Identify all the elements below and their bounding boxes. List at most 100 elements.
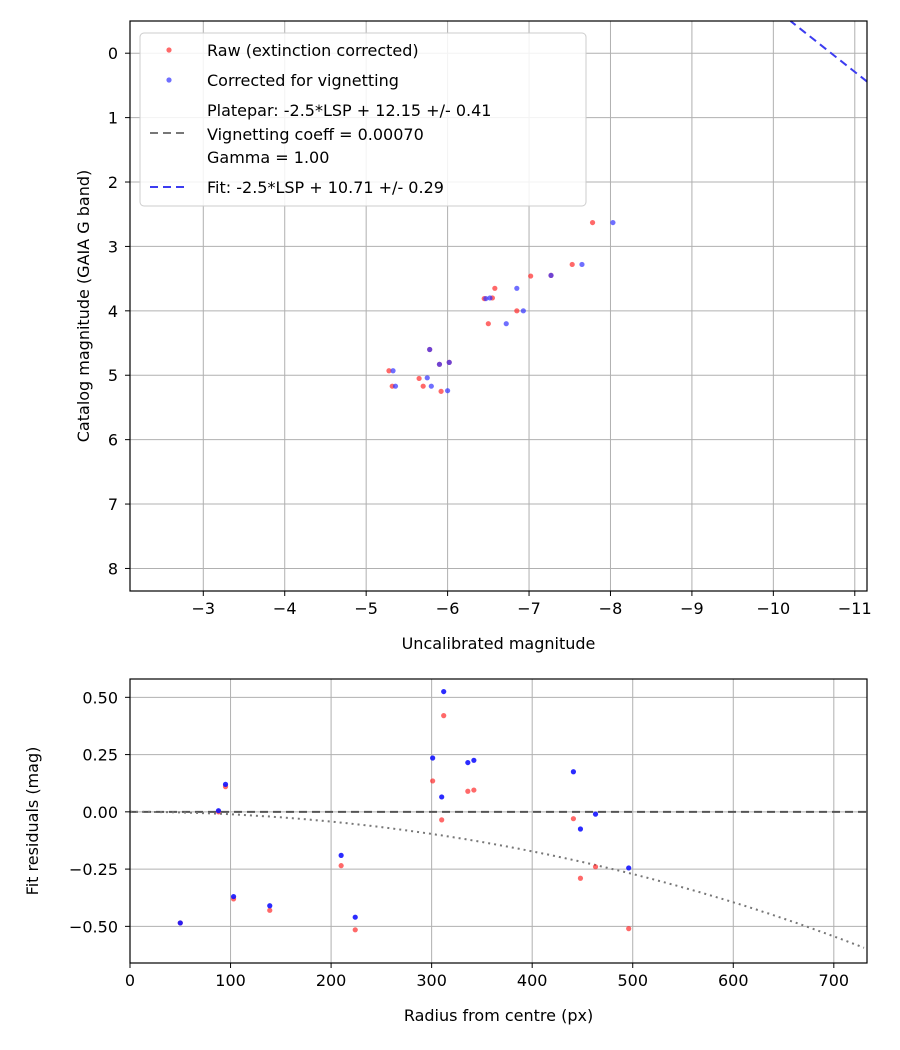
top-x-tick-label: −5: [354, 599, 378, 618]
corrected-point: [610, 219, 616, 226]
corrected-residual-point: [465, 759, 471, 766]
bottom-x-tick-label: 0: [125, 971, 135, 990]
corrected-residual-point: [577, 826, 584, 832]
raw-residual-point: [471, 787, 477, 793]
bottom-x-tick-label: 600: [718, 971, 749, 990]
corrected-point: [446, 359, 452, 365]
raw-point: [492, 285, 498, 291]
bottom-x-tick-label: 200: [316, 971, 347, 990]
corrected-residual-point: [626, 865, 632, 871]
bottom-y-tick-label: −0.25: [69, 860, 118, 879]
legend-platepar-label-2: Vignetting coeff = 0.00070: [207, 125, 424, 144]
corrected-residual-point: [267, 903, 273, 909]
raw-point: [416, 375, 422, 382]
corrected-point: [427, 346, 433, 353]
top-y-tick-label: 8: [108, 559, 118, 578]
vignetting-curve: [130, 810, 865, 949]
bottom-y-tick-label: 0.25: [82, 746, 118, 765]
raw-point: [514, 308, 520, 314]
raw-residual-point: [577, 875, 584, 881]
top-x-tick-label: −3: [191, 599, 215, 618]
raw-residual-point: [352, 927, 358, 933]
legend-raw-marker: [166, 47, 172, 53]
corrected-residual-point: [439, 794, 445, 800]
corrected-point: [390, 368, 396, 374]
corrected-point: [520, 308, 526, 314]
corrected-residual-point: [338, 852, 344, 858]
bottom-x-tick-label: 700: [819, 971, 850, 990]
bottom-x-tick-label: 500: [617, 971, 648, 990]
bottom-x-tick-label: 100: [215, 971, 246, 990]
raw-residual-point: [465, 788, 471, 794]
top-x-tick-label: −9: [680, 599, 704, 618]
raw-point: [438, 388, 444, 394]
top-x-tick-label: −4: [273, 599, 297, 618]
corrected-residual-point: [430, 755, 436, 761]
bottom-x-tick-label: 300: [416, 971, 447, 990]
top-x-axis-label: Uncalibrated magnitude: [402, 634, 596, 653]
bottom-y-axis-label: Fit residuals (mag): [23, 747, 42, 896]
bottom-grid: [129, 679, 867, 963]
raw-point: [386, 368, 392, 374]
legend-platepar-label-1: Platepar: -2.5*LSP + 12.15 +/- 0.41: [207, 101, 491, 120]
legend-platepar-label-3: Gamma = 1.00: [207, 148, 329, 167]
top-y-tick-label: 2: [108, 173, 118, 192]
corrected-point: [548, 272, 554, 279]
bottom-y-ticks: 0.50 0.25 0.00 −0.25 −0.50: [69, 688, 130, 936]
corrected-residual-point: [177, 920, 183, 926]
top-y-axis-label: Catalog magnitude (GAIA G band): [74, 170, 93, 442]
raw-point: [420, 383, 426, 389]
corrected-residual-point: [230, 893, 237, 900]
corrected-point: [579, 261, 585, 268]
legend-corrected-label: Corrected for vignetting: [207, 71, 399, 90]
bottom-y-tick-label: −0.50: [69, 917, 118, 936]
raw-residual-point: [439, 817, 445, 823]
raw-point: [528, 273, 534, 279]
top-y-tick-label: 6: [108, 431, 118, 450]
corrected-residual-point: [222, 781, 229, 787]
legend-box: [139, 32, 587, 207]
top-x-tick-label: −6: [436, 599, 460, 618]
bottom-points: [177, 688, 632, 933]
corrected-point: [483, 295, 489, 302]
top-y-tick-label: 5: [108, 366, 118, 385]
raw-residual-point: [626, 926, 632, 932]
bottom-plot: 0 100 200 300 400 500 600 700 0.50 0.25 0.00 −0.25…: [23, 678, 868, 1025]
corrected-point: [436, 361, 443, 367]
top-plot-frame: [129, 20, 868, 592]
legend-fit-label: Fit: -2.5*LSP + 10.71 +/- 0.29: [207, 178, 444, 197]
raw-point: [569, 261, 575, 268]
top-x-tick-label: −11: [838, 599, 872, 618]
legend-corrected-marker: [166, 77, 172, 83]
top-y-tick-label: 1: [108, 109, 118, 128]
legend: Raw (extinction corrected) Corrected for…: [139, 32, 587, 207]
raw-residual-point: [267, 907, 273, 913]
top-x-tick-label: −8: [599, 599, 623, 618]
corrected-point: [503, 321, 509, 327]
legend-raw-label: Raw (extinction corrected): [207, 41, 419, 60]
bottom-x-ticks: 0 100 200 300 400 500 600 700: [125, 963, 849, 990]
top-plot: −3 −4 −5 −6 −7 −8 −9 −10 −11 0 1 2 3 4 5 6 7 8 Uncalibra…: [74, 20, 872, 653]
top-y-tick-label: 0: [108, 44, 118, 63]
raw-residual-point: [430, 778, 436, 784]
top-points: [386, 219, 616, 394]
corrected-residual-point: [471, 757, 477, 763]
corrected-residual-point: [441, 688, 447, 695]
top-x-tick-label: −10: [756, 599, 790, 618]
top-y-tick-label: 7: [108, 495, 118, 514]
bottom-y-tick-label: 0.50: [82, 688, 118, 707]
corrected-residual-point: [215, 808, 222, 814]
raw-residual-point: [592, 864, 599, 870]
raw-point: [485, 321, 491, 327]
corrected-point: [514, 285, 520, 291]
bottom-x-axis-label: Radius from centre (px): [404, 1006, 593, 1025]
fit-line: [789, 20, 868, 83]
bottom-x-tick-label: 400: [517, 971, 548, 990]
corrected-residual-point: [352, 914, 358, 920]
top-y-ticks: 0 1 2 3 4 5 6 7 8: [108, 44, 130, 578]
corrected-residual-point: [592, 811, 599, 817]
bottom-y-tick-label: 0.00: [82, 803, 118, 822]
raw-residual-point: [441, 713, 447, 719]
corrected-point: [445, 388, 451, 394]
